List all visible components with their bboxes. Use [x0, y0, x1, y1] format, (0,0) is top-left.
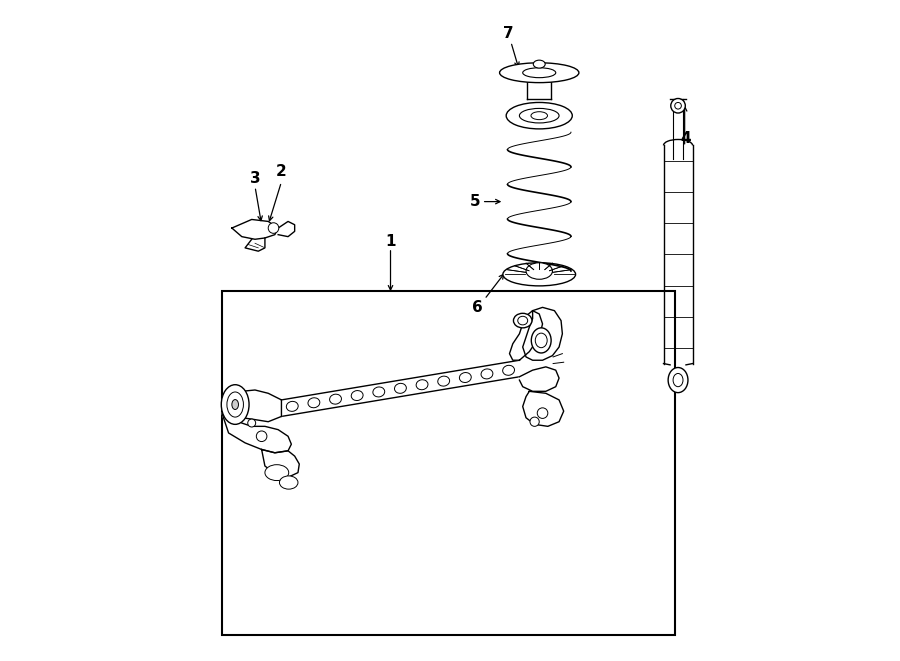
Ellipse shape	[534, 60, 545, 68]
Ellipse shape	[670, 98, 685, 113]
Ellipse shape	[503, 262, 576, 286]
Ellipse shape	[675, 102, 681, 109]
Circle shape	[256, 431, 267, 442]
Text: 4: 4	[680, 132, 690, 146]
Ellipse shape	[536, 333, 547, 348]
Ellipse shape	[373, 387, 384, 397]
Ellipse shape	[416, 380, 428, 390]
Ellipse shape	[673, 373, 683, 387]
Polygon shape	[245, 238, 265, 251]
Ellipse shape	[280, 476, 298, 489]
Ellipse shape	[329, 394, 341, 404]
Ellipse shape	[531, 328, 551, 353]
Ellipse shape	[232, 399, 239, 409]
Ellipse shape	[500, 63, 579, 83]
Ellipse shape	[265, 465, 289, 481]
Circle shape	[248, 419, 256, 427]
Text: 6: 6	[472, 300, 483, 315]
Ellipse shape	[481, 369, 493, 379]
Text: 3: 3	[249, 171, 260, 186]
Ellipse shape	[526, 263, 553, 279]
Ellipse shape	[519, 108, 559, 123]
Ellipse shape	[221, 385, 249, 424]
Circle shape	[537, 408, 548, 418]
Polygon shape	[278, 221, 294, 237]
Polygon shape	[509, 311, 543, 360]
Ellipse shape	[351, 391, 363, 401]
Ellipse shape	[394, 383, 406, 393]
Circle shape	[530, 417, 539, 426]
Circle shape	[268, 223, 279, 233]
Text: 7: 7	[503, 26, 514, 40]
Polygon shape	[523, 391, 563, 426]
Ellipse shape	[523, 68, 556, 78]
Ellipse shape	[286, 401, 298, 411]
Text: 2: 2	[276, 165, 287, 179]
Ellipse shape	[437, 376, 450, 386]
Polygon shape	[232, 219, 278, 239]
Ellipse shape	[668, 368, 688, 393]
Ellipse shape	[503, 366, 515, 375]
Polygon shape	[519, 367, 559, 391]
Text: 1: 1	[385, 234, 396, 249]
Ellipse shape	[506, 102, 572, 129]
Ellipse shape	[514, 313, 532, 328]
Ellipse shape	[227, 392, 243, 417]
Polygon shape	[262, 449, 300, 477]
Bar	[222, 291, 675, 635]
Polygon shape	[222, 405, 292, 453]
Ellipse shape	[459, 373, 472, 383]
Ellipse shape	[531, 112, 547, 120]
Polygon shape	[229, 390, 282, 422]
Text: 5: 5	[470, 194, 481, 209]
Ellipse shape	[308, 398, 320, 408]
Polygon shape	[523, 307, 562, 360]
Ellipse shape	[518, 317, 527, 325]
